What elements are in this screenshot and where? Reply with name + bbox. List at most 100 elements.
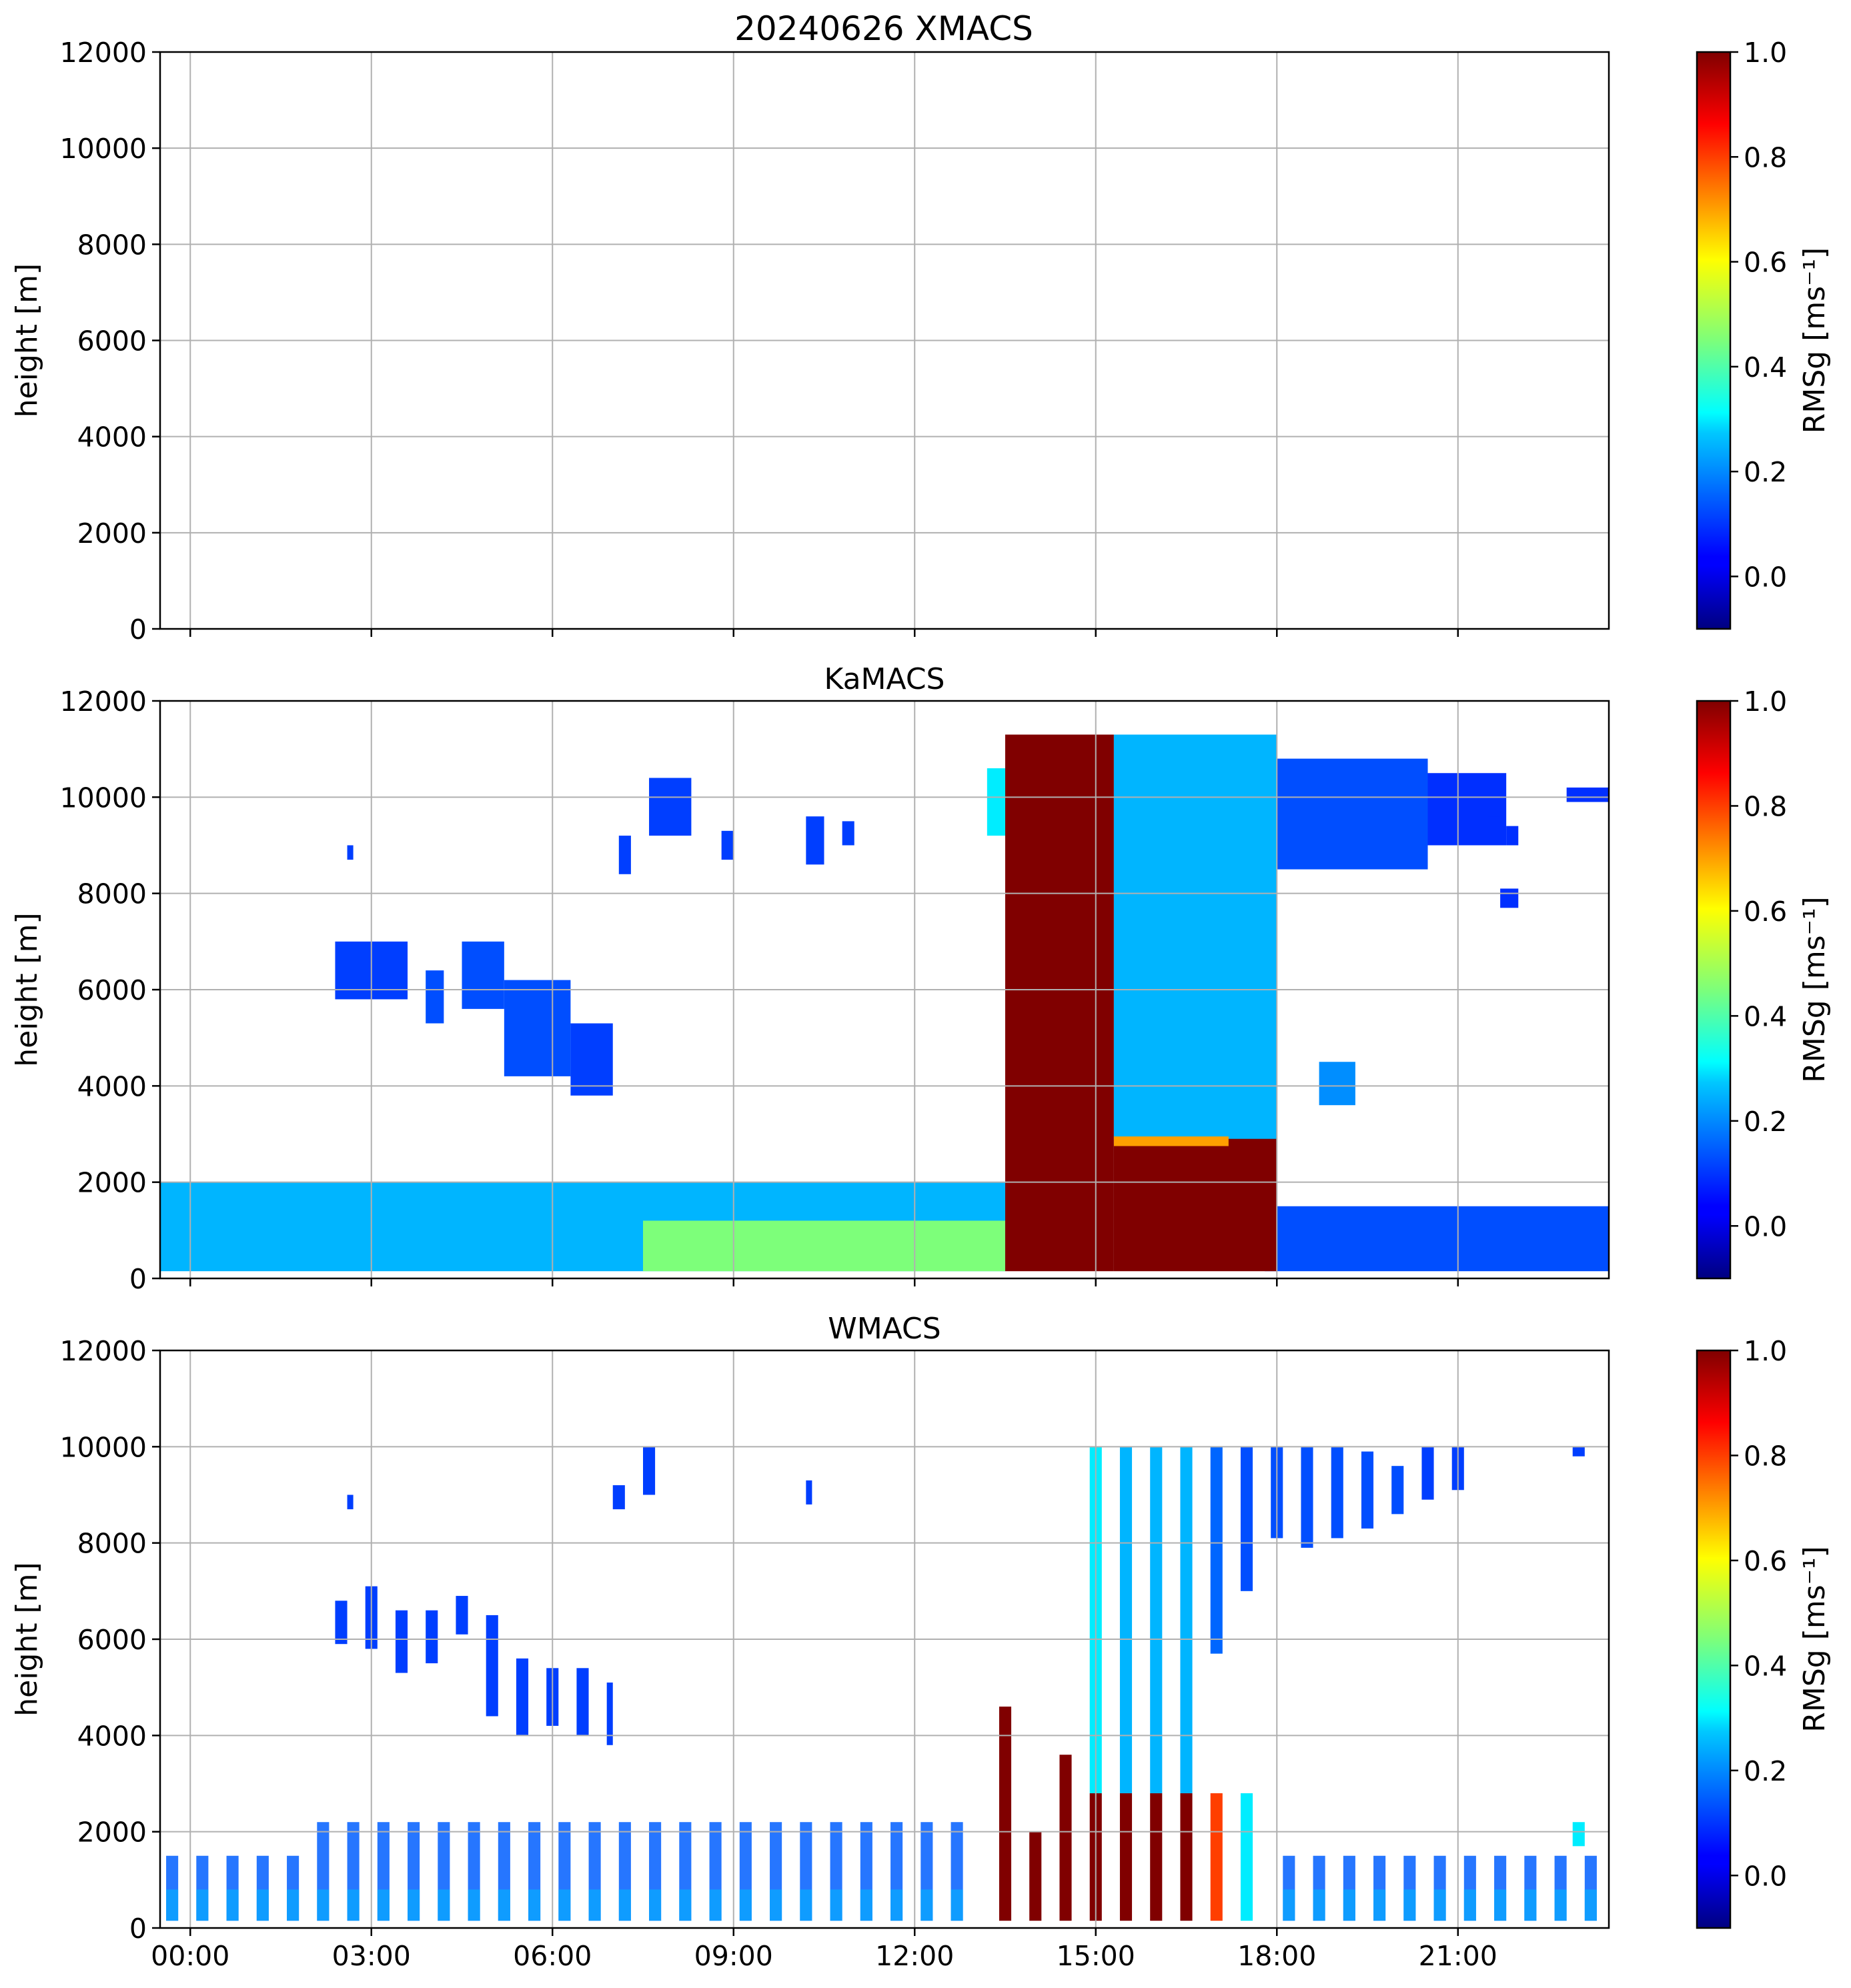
y-tick-label: 8000: [77, 229, 147, 261]
colorbar-tick-label: 0.6: [1744, 247, 1787, 279]
data-cell: [1433, 1889, 1446, 1921]
data-cell: [1119, 1793, 1133, 1921]
data-cell: [649, 778, 692, 836]
y-tick-label: 10000: [60, 133, 147, 165]
colorbar-tick-label: 0.8: [1744, 141, 1787, 173]
data-cell: [1240, 1793, 1253, 1921]
data-cell: [800, 1889, 812, 1921]
x-tick-label: 12:00: [875, 1940, 954, 1972]
colorbar-tick-label: 0.0: [1744, 1210, 1787, 1242]
data-cell: [1283, 1889, 1295, 1921]
data-cell: [438, 1889, 450, 1921]
data-cell: [1210, 1793, 1223, 1921]
data-cell: [408, 1889, 420, 1921]
data-cell: [649, 1889, 662, 1921]
data-cell: [1572, 1822, 1585, 1847]
data-cell: [1506, 826, 1519, 846]
data-cell: [528, 1889, 541, 1921]
colorbar-tick-label: 0.2: [1744, 456, 1787, 488]
colorbar-tick-label: 0.4: [1744, 1650, 1787, 1682]
data-cell: [612, 1485, 625, 1510]
data-cell: [1554, 1889, 1567, 1921]
data-cell: [1500, 888, 1519, 908]
y-tick-label: 8000: [77, 878, 147, 910]
data-cell: [1240, 1446, 1253, 1591]
panel-title: KaMACS: [824, 662, 945, 696]
data-cell: [1572, 1446, 1585, 1456]
data-cell: [890, 1889, 903, 1921]
colorbar-tick-label: 0.8: [1744, 790, 1787, 822]
colorbar: 0.0 0.2 0.4 0.6 0.8 1.0 RMSg [ms⁻¹]: [1696, 37, 1832, 630]
data-cell: [516, 1658, 529, 1736]
data-cell: [1005, 734, 1114, 1272]
data-cell: [1210, 1446, 1223, 1654]
y-tick-label: 4000: [77, 1720, 147, 1752]
colorbar-label: RMSg [ms⁻¹]: [1798, 1546, 1832, 1732]
data-cell: [456, 1596, 468, 1635]
colorbar-gradient: [1696, 1349, 1732, 1929]
data-cell: [576, 1668, 589, 1736]
data-cell: [860, 1889, 872, 1921]
data-cell: [1265, 1206, 1609, 1272]
colorbar-label: RMSg [ms⁻¹]: [1798, 247, 1832, 433]
data-cell: [1180, 1793, 1193, 1921]
data-cell: [721, 830, 734, 860]
panel-title: WMACS: [828, 1312, 941, 1346]
y-tick-label: 2000: [77, 518, 147, 550]
x-tick-label: 15:00: [1057, 1940, 1135, 1972]
data-cell: [999, 1707, 1012, 1921]
data-cell: [1463, 1889, 1476, 1921]
colorbar-tick-label: 0.2: [1744, 1106, 1787, 1138]
data-cell: [739, 1889, 752, 1921]
colorbar: 0.0 0.2 0.4 0.6 0.8 1.0 RMSg [ms⁻¹]: [1696, 686, 1832, 1280]
y-axis-label: height [m]: [10, 1562, 44, 1716]
data-cell: [987, 768, 1005, 836]
data-cell: [1403, 1889, 1416, 1921]
panel-xmacs: 0 2000 4000 6000 8000 10000 12000 height [m] 0.0…: [10, 37, 1832, 646]
data-cell: [1361, 1451, 1374, 1529]
data-cell: [1584, 1889, 1597, 1921]
x-tick-label: 21:00: [1419, 1940, 1497, 1972]
data-cell: [1313, 1889, 1325, 1921]
colorbar-tick-label: 1.0: [1744, 37, 1787, 69]
data-layer: [166, 1446, 1597, 1921]
colorbar-tick-label: 0.6: [1744, 896, 1787, 928]
data-cell: [1113, 1138, 1277, 1272]
y-tick-label: 2000: [77, 1817, 147, 1849]
colorbar-gradient: [1696, 700, 1732, 1280]
y-axis-label: height [m]: [10, 912, 44, 1066]
data-cell: [606, 1682, 613, 1745]
colorbar-tick-label: 0.8: [1744, 1440, 1787, 1472]
data-cell: [377, 1889, 390, 1921]
data-cell: [426, 970, 444, 1024]
data-cell: [770, 1889, 782, 1921]
y-tick-label: 6000: [77, 325, 147, 357]
data-cell: [1113, 734, 1277, 1144]
data-cell: [558, 1889, 571, 1921]
data-cell: [1319, 1062, 1355, 1106]
data-cell: [1331, 1446, 1343, 1539]
data-cell: [920, 1889, 933, 1921]
data-cell: [643, 1220, 1005, 1272]
data-cell: [588, 1889, 601, 1921]
x-tick-label: 06:00: [513, 1940, 592, 1972]
data-cell: [830, 1889, 842, 1921]
x-tick-label: 00:00: [151, 1940, 229, 1972]
grid: [160, 51, 1609, 630]
data-cell: [1150, 1446, 1163, 1793]
data-cell: [806, 816, 824, 865]
colorbar-tick-label: 0.0: [1744, 561, 1787, 593]
data-cell: [462, 941, 504, 1009]
data-cell: [1277, 758, 1428, 870]
data-cell: [468, 1889, 480, 1921]
y-axis-label: height [m]: [10, 263, 44, 417]
data-cell: [287, 1889, 299, 1921]
y-tick-label: 12000: [60, 37, 147, 69]
data-cell: [618, 836, 631, 874]
colorbar-tick-label: 0.0: [1744, 1860, 1787, 1892]
colorbar-tick-label: 0.4: [1744, 1000, 1787, 1032]
data-cell: [226, 1889, 239, 1921]
y-tick-label: 4000: [77, 1070, 147, 1102]
data-cell: [498, 1889, 510, 1921]
